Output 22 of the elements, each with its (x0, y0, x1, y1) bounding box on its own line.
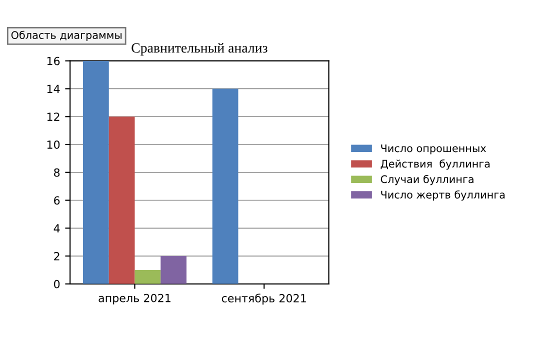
legend-label: Число опрошенных (381, 144, 486, 154)
y-tick-label: 14 (47, 84, 60, 93)
bar (160, 256, 186, 284)
y-tick-label: 10 (47, 140, 60, 149)
legend-label: Действия буллинга (380, 159, 490, 170)
bar (212, 88, 238, 284)
y-tick-label: 16 (47, 56, 60, 66)
chart-title: Сравнительный анализ (132, 43, 268, 56)
bar (134, 270, 161, 284)
y-tick-label: 6 (54, 196, 60, 205)
y-tick-label: 2 (54, 252, 60, 260)
y-tick-label: 4 (54, 224, 60, 232)
legend-label: Число жертв буллинга (381, 190, 505, 201)
bar (83, 60, 109, 284)
x-tick-label: апрель 2021 (98, 294, 170, 304)
text: Область диаграммы (11, 30, 122, 42)
legend-label: Случаи буллинга (380, 174, 474, 186)
bar (108, 116, 135, 284)
y-tick-label: 8 (54, 168, 60, 177)
y-tick-label: 12 (47, 112, 60, 121)
y-tick-label: 0 (54, 280, 60, 288)
x-tick-label: сентябрь 2021 (222, 294, 306, 305)
